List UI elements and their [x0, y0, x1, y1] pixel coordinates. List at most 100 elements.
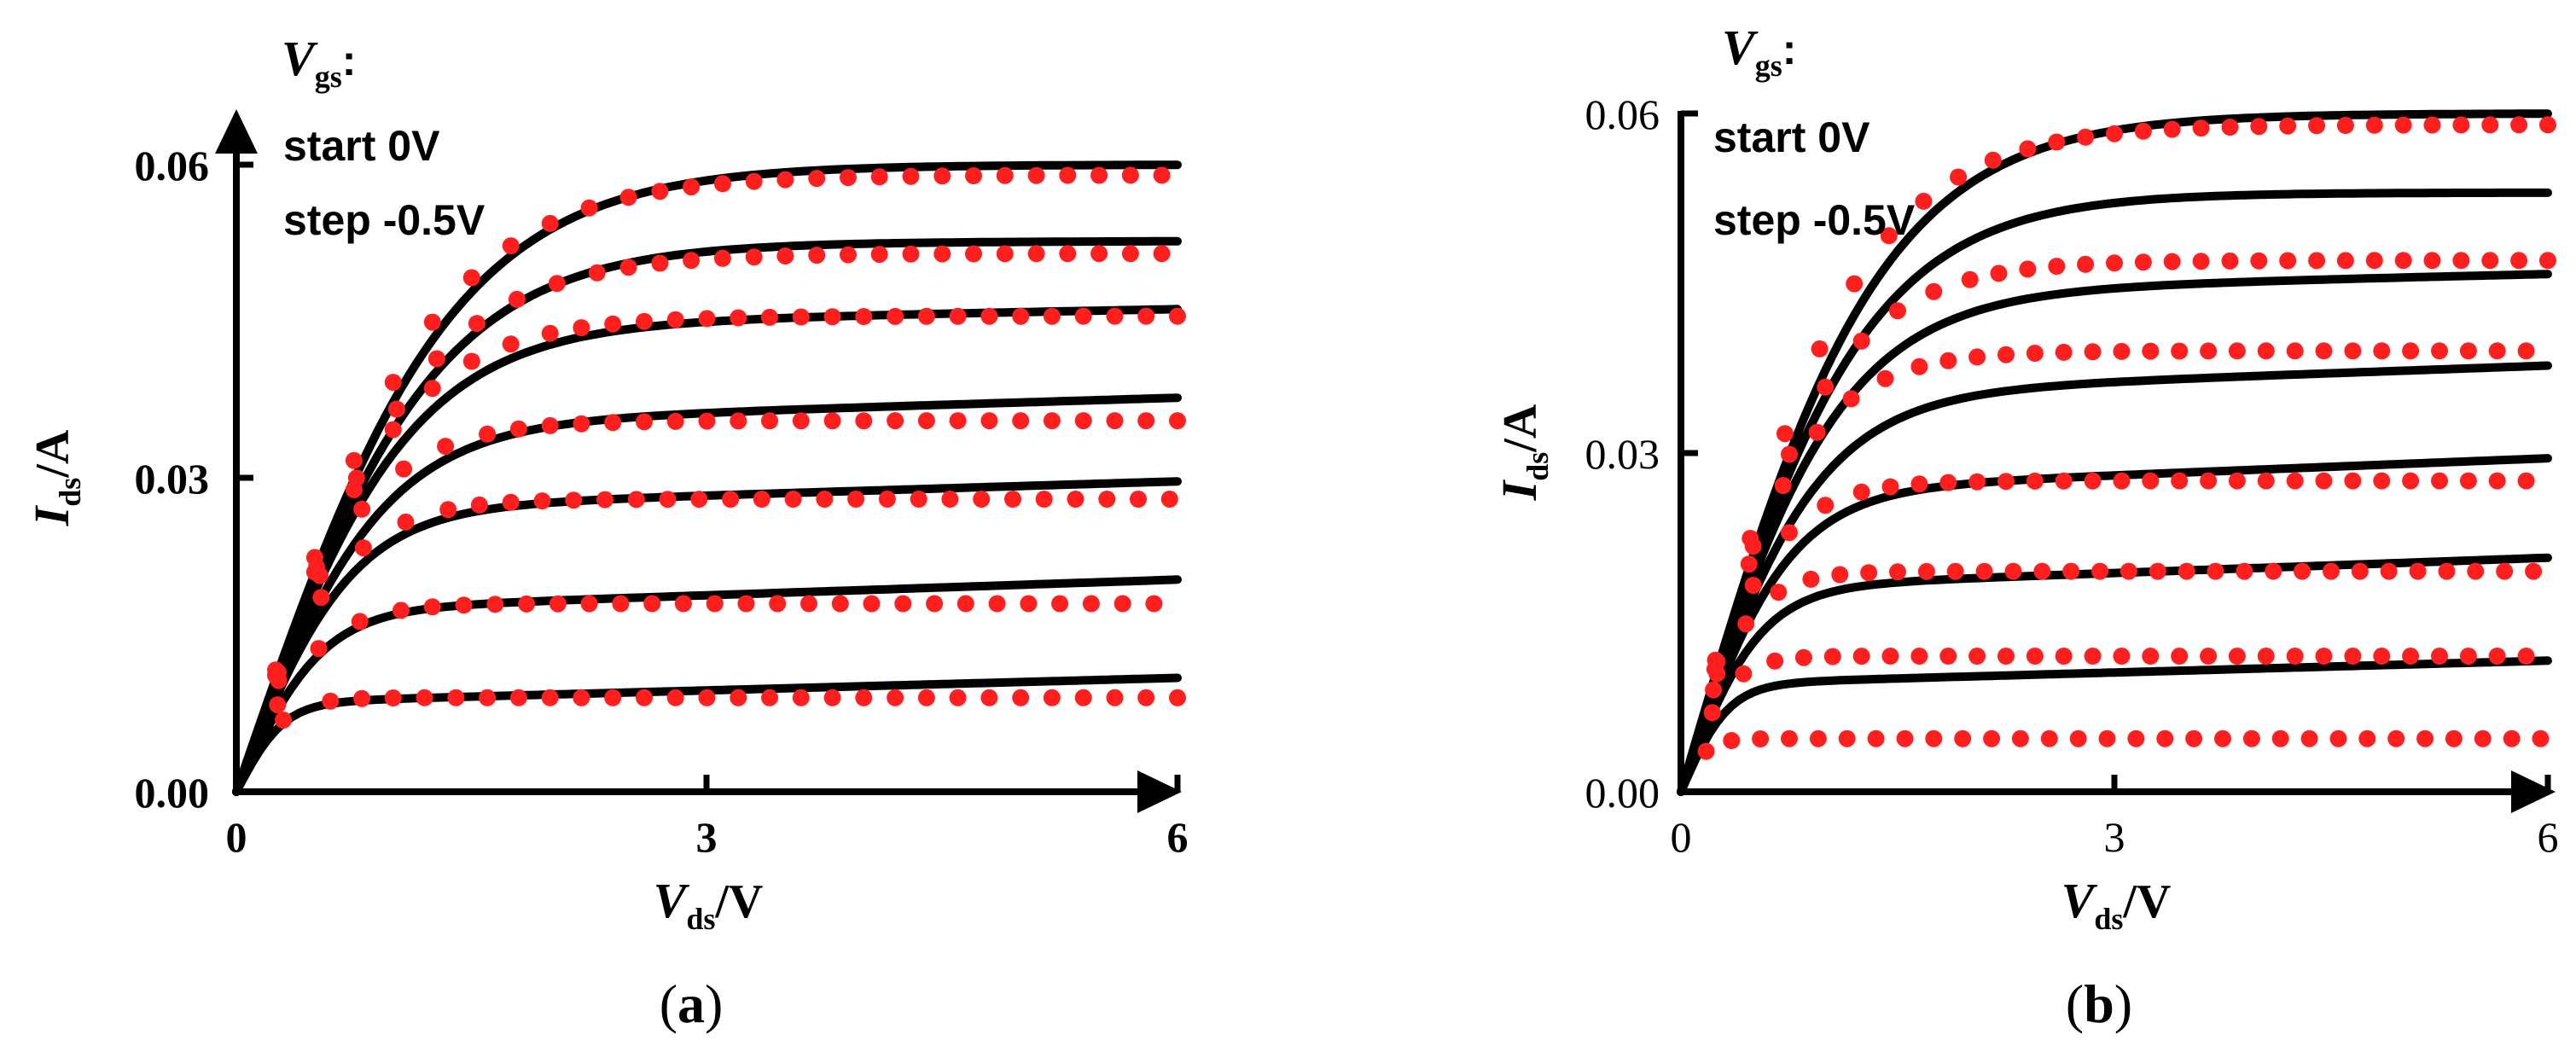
panel-a-measured-point-1: [996, 166, 1014, 184]
panel-b-measured-point-4: [1817, 497, 1835, 514]
panel-b-measured-point-6: [2286, 648, 2304, 665]
panel-b-measured-point-6: [1881, 648, 1899, 665]
panel-b-measured-point-4: [2286, 472, 2304, 490]
panel-a-measured-point-1: [345, 451, 363, 469]
panel-b-measured-point-2: [1961, 270, 1979, 288]
panel-a-measured-point-2: [427, 350, 445, 368]
panel-b-measured-point-7: [1925, 729, 1943, 747]
panel-b-measured-point-5: [1975, 562, 1993, 580]
panel-b-measured-point-2: [2019, 260, 2037, 278]
panel-b-measured-point-3: [2026, 345, 2044, 362]
panel-a-measured-point-4: [666, 412, 684, 430]
panel-a-measured-point-7: [917, 689, 935, 706]
panel-b-measured-point-1: [2163, 120, 2181, 138]
panel-a-measured-point-1: [580, 199, 598, 217]
panel-b-measured-point-3: [2171, 342, 2189, 360]
panel-a-measured-point-2: [1153, 245, 1171, 263]
panel-a-measured-point-2: [1090, 245, 1108, 263]
panel-a-measured-point-3: [502, 335, 520, 353]
panel-b-measured-point-1: [2308, 117, 2326, 135]
panel-a-ytick-label: 0.06: [135, 142, 210, 189]
panel-a-measured-point-5: [973, 491, 991, 508]
panel-a-measured-point-4: [887, 412, 904, 430]
panel-b-measured-point-5: [1737, 615, 1755, 633]
panel-b-measured-point-2: [2336, 252, 2354, 270]
panel-b-measured-point-4: [2459, 472, 2477, 490]
panel-a-measured-point-3: [604, 315, 622, 333]
panel-a-simulated-curve-6: [232, 575, 1182, 796]
panel-b-measured-point-6: [2488, 648, 2506, 665]
panel-b-measured-point-6: [1735, 665, 1753, 683]
panel-a-measured-point-3: [761, 308, 778, 326]
panel-b-measured-point-5: [2033, 562, 2051, 580]
panel-b-measured-point-5: [2149, 562, 2166, 580]
panel-a-measured-point-6: [957, 595, 974, 613]
panel-a-measured-point-6: [926, 595, 944, 613]
panel-a-ylabel-var: I: [24, 504, 79, 526]
panel-b-simulated-curve-4: [1677, 361, 2552, 796]
panel-a-measured-point-7: [1074, 689, 1092, 706]
panel-a-measured-point-6: [831, 595, 849, 613]
panel-b-measured-point-3: [2431, 342, 2448, 360]
panel-b: 0.00 0.03 0.06 0 3 6 Vds/V Ids/A Vgs: st…: [1492, 20, 2559, 1034]
panel-b-measured-point-4: [1744, 577, 1762, 594]
panel-b-measured-point-3: [2459, 342, 2477, 360]
panel-b-measured-point-4: [1939, 474, 1957, 491]
panel-a-measured-point-3: [887, 307, 904, 325]
panel-b-measured-point-1: [1811, 340, 1829, 357]
panel-b-measured-point-7: [1697, 742, 1715, 760]
panel-a-measured-point-4: [980, 412, 998, 430]
panel-b-ylabel-var: I: [1492, 479, 1547, 501]
panel-a-measured-point-3: [980, 307, 998, 325]
panel-b-measured-point-5: [2265, 562, 2282, 580]
panel-b-xtick-label: 6: [2538, 813, 2559, 861]
panel-a-measured-point-2: [468, 315, 486, 333]
panel-a-measured-point-7: [322, 692, 340, 710]
panel-b-measured-point-1: [2394, 116, 2412, 134]
panel-b-measured-point-2: [1817, 378, 1835, 396]
panel-a-measured-point-5: [722, 491, 740, 509]
panel-b-measured-point-4: [1852, 483, 1870, 501]
panel-a-measured-point-4: [823, 412, 841, 430]
panel-a-label-letter: a: [677, 974, 705, 1034]
panel-b-measured-point-4: [2402, 472, 2420, 490]
panel-a-xlabel-unit: /V: [714, 875, 763, 928]
panel-b-measured-point-4: [1781, 524, 1798, 542]
panel-b-measured-point-2: [2134, 253, 2152, 271]
panel-a-measured-point-6: [1020, 595, 1038, 613]
panel-b-measured-point-2: [2510, 252, 2528, 270]
panel-a-measured-point-5: [502, 493, 520, 511]
panel-a-annotation-title: Vgs:: [282, 31, 356, 94]
panel-b-measured-point-1: [2134, 122, 2152, 140]
panel-b-label: (b): [2066, 974, 2132, 1034]
panel-a-plot: [232, 160, 1186, 796]
panel-b-measured-point-2: [2192, 253, 2210, 270]
panel-b-measured-point-1: [2539, 116, 2556, 134]
panel-a-measured-point-5: [941, 491, 959, 508]
panel-a-measured-point-2: [683, 252, 701, 270]
panel-a-measured-point-7: [730, 689, 747, 706]
panel-a-measured-point-4: [761, 412, 778, 430]
panel-b-measured-point-3: [1808, 423, 1826, 441]
panel-a-measured-point-4: [604, 414, 622, 432]
panel-b-measured-point-6: [2228, 648, 2246, 665]
panel-b-measured-point-1: [2510, 116, 2528, 134]
panel-b-measured-point-5: [2525, 562, 2543, 580]
panel-b-measured-point-7: [1809, 729, 1827, 747]
panel-a-measured-point-2: [965, 245, 982, 263]
panel-a-ytick-label: 0.03: [135, 455, 210, 503]
panel-b-measured-point-6: [2431, 648, 2448, 665]
panel-a-measured-point-1: [1027, 166, 1045, 184]
panel-b-plot: [1677, 109, 2556, 796]
panel-b-ylabel: Ids/A: [1492, 404, 1555, 501]
panel-b-measured-point-4: [2200, 472, 2218, 490]
panel-a-measured-point-6: [1114, 595, 1131, 613]
panel-a-measured-point-5: [312, 589, 330, 607]
panel-a-measured-point-5: [1098, 491, 1116, 508]
panel-a-measured-point-2: [619, 259, 637, 276]
panel-a-measured-point-6: [612, 595, 630, 613]
panel-b-measured-point-4: [2431, 472, 2448, 490]
panel-a-measured-point-6: [706, 595, 724, 613]
panel-a-measured-point-7: [761, 689, 778, 706]
panel-b-xtick-label: 3: [2104, 813, 2125, 861]
